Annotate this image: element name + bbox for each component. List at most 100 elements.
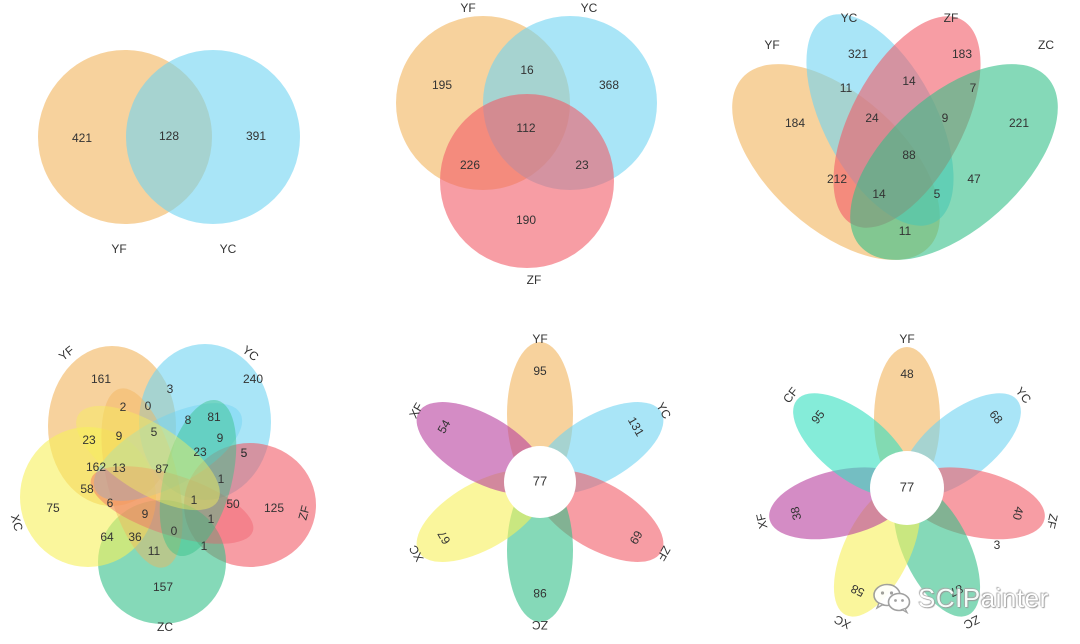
venn2-label-yf: YF [111, 242, 126, 256]
venn5-label-xc: XC [8, 513, 26, 533]
venn5-label-zf: ZF [296, 504, 313, 522]
venn3-region-yc-zf: 23 [575, 158, 589, 172]
venn3-region-yc: 368 [599, 78, 619, 92]
venn4-label-yf: YF [764, 38, 779, 52]
venn-2-sets: 421 128 391 YF YC [38, 50, 300, 256]
venn5-region-value: 1 [191, 493, 198, 507]
venn5-region-value: 87 [155, 462, 169, 476]
venn5-region-value: 9 [142, 507, 149, 521]
venn5-region-value: 2 [120, 400, 127, 414]
venn5-region-value: 125 [264, 501, 284, 515]
venn-3-sets: 195 16 368 112 226 23 190 YF YC ZF [396, 1, 657, 287]
venn4-zc-shape [850, 64, 1058, 260]
venn5-region-value: 5 [241, 446, 248, 460]
venn2-region-yf: 421 [72, 131, 92, 145]
venn4-region-zc: 221 [1009, 116, 1029, 130]
petal-label-zf: ZF [654, 544, 673, 564]
petal-label-yf: YF [532, 332, 547, 346]
petal-label-xc: XC [832, 612, 853, 632]
venn5-region-value: 1 [218, 472, 225, 486]
petal-value-xf: 38 [788, 505, 805, 521]
venn4-label-yc: YC [841, 11, 858, 25]
wechat-icon [873, 583, 911, 614]
venn4-region-yf-yc-zf: 24 [865, 111, 879, 125]
venn2-region-yf-yc: 128 [159, 129, 179, 143]
petal-value-yf: 48 [900, 367, 914, 381]
venn3-region-yf: 195 [432, 78, 452, 92]
venn5-xc-shape [20, 427, 156, 567]
venn5-region-value: 36 [128, 530, 142, 544]
venn4-region-yf-yc: 11 [840, 81, 853, 95]
venn5-region-value: 3 [167, 382, 174, 396]
venn-5-sets: 161 240 125 157 75 3 2 0 81 8 5 23 9 5 9… [8, 343, 316, 634]
venn5-region-value: 0 [145, 399, 152, 413]
venn5-zc-inner [159, 399, 237, 557]
petal-label-xf: XF [753, 512, 770, 530]
venn5-xc-inner [76, 405, 220, 511]
watermark-text: SCIPainter [918, 582, 1049, 613]
venn3-label-yf: YF [460, 1, 475, 15]
venn5-region-value: 1 [208, 512, 215, 526]
venn4-region-yc-zf-zc: 9 [942, 111, 949, 125]
venn5-region-value: 11 [148, 544, 161, 558]
venn5-yf-inner [101, 388, 183, 568]
venn4-region-yf: 184 [785, 116, 805, 130]
venn5-region-value: 75 [46, 501, 60, 515]
venn3-region-yf-zf: 226 [460, 158, 480, 172]
venn5-region-value: 1 [201, 539, 208, 553]
venn4-region-yf-zf-zc: 14 [872, 187, 886, 201]
venn3-region-all: 112 [516, 121, 535, 135]
venn2-region-yc: 391 [246, 129, 266, 143]
venn3-region-zf: 190 [516, 213, 536, 227]
venn-4-sets: 321 183 221 184 14 7 11 24 9 88 212 47 1… [732, 11, 1058, 260]
venn3-label-yc: YC [581, 1, 598, 15]
venn4-label-zf: ZF [944, 11, 959, 25]
venn5-region-value: 161 [91, 372, 111, 386]
venn5-region-value: 13 [112, 461, 126, 475]
petal-value-xc: 58 [848, 581, 866, 600]
petal-label-zc: ZC [532, 618, 548, 632]
venn5-region-value: 8 [185, 413, 192, 427]
venn5-region-value: 240 [243, 372, 263, 386]
flower7-extra-value: 3 [994, 538, 1001, 552]
venn5-region-value: 6 [107, 496, 114, 510]
venn5-region-value: 0 [171, 524, 178, 538]
venn5-region-value: 162 [86, 460, 106, 474]
venn5-region-value: 5 [241, 446, 248, 460]
venn5-region-value: 9 [217, 431, 224, 445]
flower-core-value: 77 [900, 479, 914, 494]
venn5-region-value: 5 [151, 425, 158, 439]
venn4-region-zf: 183 [952, 47, 972, 61]
watermark: SCIPainter [872, 582, 1049, 614]
venn3-zf-shape [440, 94, 614, 268]
venn2-label-yc: YC [220, 242, 237, 256]
flower-core [504, 446, 576, 518]
petal-value-zf: 40 [1010, 505, 1027, 521]
petal-value-zc: 87 [947, 581, 965, 600]
flower-core-value: 77 [533, 473, 547, 488]
venn4-region-yc: 321 [848, 47, 868, 61]
venn4-region-zf-zc: 7 [970, 81, 977, 95]
petal-value-xf: 54 [435, 417, 454, 436]
venn4-region-yf-zc: 11 [899, 224, 912, 238]
petal-label-yf: YF [899, 332, 914, 346]
venn2-yc-shape [126, 50, 300, 224]
venn4-region-yf-zf: 212 [827, 172, 847, 186]
venn5-region-value: 23 [82, 433, 96, 447]
venn5-region-value: 157 [153, 580, 173, 594]
venn4-region-yc-zf: 14 [902, 74, 916, 88]
petal-label-xf: XF [406, 400, 426, 420]
venn5-region-value: 9 [116, 429, 123, 443]
petal-label-zc: ZC [961, 612, 982, 632]
venn4-region-all: 88 [902, 148, 916, 162]
venn4-region-yc-zc: 47 [967, 172, 981, 186]
venn5-region-value: 50 [226, 497, 240, 511]
venn5-label-zc: ZC [157, 620, 173, 634]
venn5-region-value: 81 [207, 410, 221, 424]
venn5-yc-inner [93, 403, 243, 501]
venn5-label-yf: YF [56, 343, 77, 363]
venn5-region-value: 64 [100, 530, 114, 544]
